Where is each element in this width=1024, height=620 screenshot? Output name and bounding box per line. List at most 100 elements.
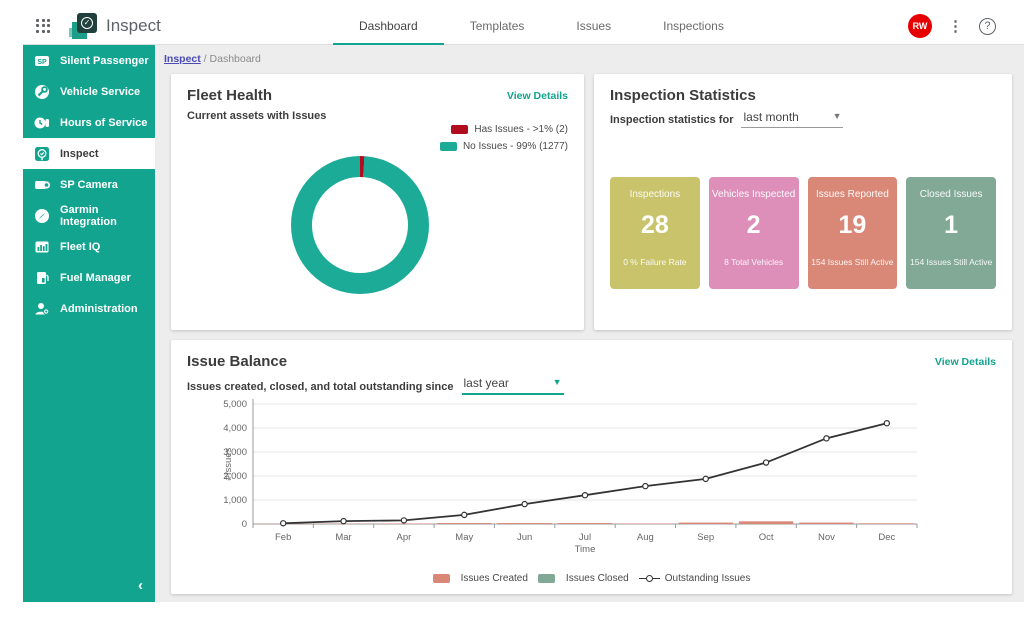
tab-issues[interactable]: Issues	[576, 18, 612, 33]
svg-text:1,000: 1,000	[223, 495, 247, 506]
sidebar-item-label: Garmin Integration	[60, 203, 117, 228]
stat-tile-vehicles-inspected: Vehicles Inspected 2 8 Total Vehicles	[708, 177, 799, 289]
balance-filter-label: Issues created, closed, and total outsta…	[187, 381, 454, 393]
sidebar-item-fleet-iq[interactable]: Fleet IQ	[23, 231, 155, 262]
svg-text:Nov: Nov	[818, 532, 835, 543]
svg-text:Time: Time	[575, 544, 596, 554]
legend-label: No Issues - 99% (1277)	[462, 141, 568, 152]
svg-text:2,000: 2,000	[223, 471, 247, 482]
svg-text:Aug: Aug	[637, 532, 654, 543]
app-window: ✓ Inspect Dashboard Templates Issues Ins…	[23, 8, 1024, 603]
svg-text:0: 0	[242, 519, 247, 530]
tab-dashboard[interactable]: Dashboard	[333, 8, 444, 45]
tile-footer: 154 Issues Still Active	[910, 257, 993, 267]
legend-item: Issues Closed	[537, 573, 629, 584]
tile-value: 2	[746, 211, 761, 239]
legend-label: Has Issues - >1% (2)	[474, 124, 568, 135]
svg-text:5,000: 5,000	[223, 399, 247, 410]
legend-label: Issues Created	[460, 573, 528, 584]
sidebar-item-silent-passenger[interactable]: SP Silent Passenger	[23, 45, 155, 76]
stat-tile-issues-reported: Issues Reported 19 154 Issues Still Acti…	[807, 177, 898, 289]
compass-icon	[32, 206, 52, 226]
issue-balance-card: Issue Balance View Details Issues create…	[171, 340, 1012, 594]
issue-balance-title: Issue Balance	[187, 353, 288, 370]
tile-title: Closed Issues	[919, 189, 983, 200]
bar-chart-icon	[32, 237, 52, 257]
sidebar-item-sp-camera[interactable]: SP Camera	[23, 169, 155, 200]
issue-balance-view-details-link[interactable]: View Details	[934, 356, 996, 368]
svg-text:Feb: Feb	[275, 532, 291, 543]
svg-text:May: May	[455, 532, 473, 543]
camera-icon	[32, 175, 52, 195]
sidebar-item-label: SP Camera	[60, 178, 118, 191]
tile-value: 28	[640, 211, 669, 239]
fuel-pump-icon	[32, 268, 52, 288]
top-bar: ✓ Inspect Dashboard Templates Issues Ins…	[23, 8, 1024, 45]
check-circle-icon: ✓	[81, 17, 93, 29]
inspect-logo-icon: ✓	[69, 13, 97, 39]
sidebar-item-label: Vehicle Service	[60, 85, 141, 98]
svg-text:Jul: Jul	[579, 532, 591, 543]
sidebar: SP Silent Passenger Vehicle Service	[23, 45, 155, 602]
tile-footer: 0 % Failure Rate	[623, 257, 687, 267]
tile-footer: 154 Issues Still Active	[811, 257, 894, 267]
sidebar-item-label: Administration	[60, 302, 138, 315]
sidebar-item-label: Silent Passenger	[60, 54, 149, 67]
legend-item: Has Issues - >1% (2)	[440, 124, 568, 135]
tile-title: Vehicles Inspected	[711, 189, 796, 200]
tab-inspections[interactable]: Inspections	[663, 18, 724, 33]
stat-tiles: Inspections 28 0 % Failure Rate Vehicles…	[610, 177, 996, 289]
has-issues-swatch	[451, 125, 469, 134]
svg-text:Sep: Sep	[697, 532, 714, 543]
inspection-statistics-card: Inspection Statistics Inspection statist…	[594, 74, 1012, 330]
fleet-health-view-details-link[interactable]: View Details	[506, 90, 568, 102]
svg-text:Jun: Jun	[517, 532, 532, 543]
svg-text:Apr: Apr	[397, 532, 412, 543]
sidebar-collapse-chevron[interactable]: ‹	[138, 577, 143, 594]
app-grid-icon[interactable]	[36, 18, 51, 34]
sidebar-item-administration[interactable]: Administration	[23, 293, 155, 324]
line-marker-icon	[638, 575, 660, 582]
breadcrumb-current: / Dashboard	[200, 53, 261, 65]
wrench-circle-icon	[32, 82, 52, 102]
sidebar-item-garmin-integration[interactable]: Garmin Integration	[23, 200, 155, 231]
tab-templates[interactable]: Templates	[469, 18, 525, 33]
svg-text:3,000: 3,000	[223, 447, 247, 458]
inspect-check-icon	[32, 144, 52, 164]
stats-period-select[interactable]: last month ▼	[741, 110, 844, 128]
balance-period-value: last year	[463, 376, 509, 390]
issues-created-swatch	[432, 574, 450, 583]
chevron-down-icon: ▼	[832, 111, 842, 121]
user-avatar[interactable]: RW	[908, 14, 932, 38]
kebab-menu-icon[interactable]: ⋮	[948, 17, 963, 35]
stats-filter-label: Inspection statistics for	[610, 114, 734, 126]
breadcrumb-link-inspect[interactable]: Inspect	[164, 53, 201, 65]
sidebar-item-label: Inspect	[60, 147, 99, 160]
no-issues-swatch	[439, 142, 457, 151]
sidebar-item-vehicle-service[interactable]: Vehicle Service	[23, 76, 155, 107]
breadcrumb: Inspect / Dashboard	[155, 45, 1024, 74]
sidebar-item-inspect[interactable]: Inspect	[23, 138, 155, 169]
legend-item: Issues Created	[432, 573, 528, 584]
svg-text:#Issues: #Issues	[223, 447, 234, 480]
balance-period-select[interactable]: last year ▼	[461, 376, 564, 395]
legend-label: Outstanding Issues	[664, 573, 751, 584]
tile-footer: 8 Total Vehicles	[724, 257, 784, 267]
person-gear-icon	[32, 299, 52, 319]
sidebar-item-label: Fuel Manager	[60, 271, 131, 284]
app-title: Inspect	[106, 16, 161, 35]
svg-text:Oct: Oct	[759, 532, 774, 543]
sidebar-item-fuel-manager[interactable]: Fuel Manager	[23, 262, 155, 293]
stat-tile-closed-issues: Closed Issues 1 154 Issues Still Active	[906, 177, 996, 289]
issues-closed-swatch	[537, 574, 555, 583]
stat-tile-inspections: Inspections 28 0 % Failure Rate	[610, 177, 700, 289]
sidebar-item-hours-of-service[interactable]: Hours of Service	[23, 107, 155, 138]
svg-text:Dec: Dec	[878, 532, 895, 543]
sidebar-item-label: Hours of Service	[60, 116, 148, 129]
legend-label: Issues Closed	[565, 573, 629, 584]
sp-badge-icon: SP	[32, 51, 52, 71]
tile-title: Issues Reported	[815, 189, 889, 200]
help-icon[interactable]: ?	[979, 17, 996, 35]
fleet-health-legend: Has Issues - >1% (2) No Issues - 99% (12…	[439, 124, 568, 158]
issue-balance-legend: Issues Created Issues Closed Outstanding…	[171, 573, 1012, 584]
